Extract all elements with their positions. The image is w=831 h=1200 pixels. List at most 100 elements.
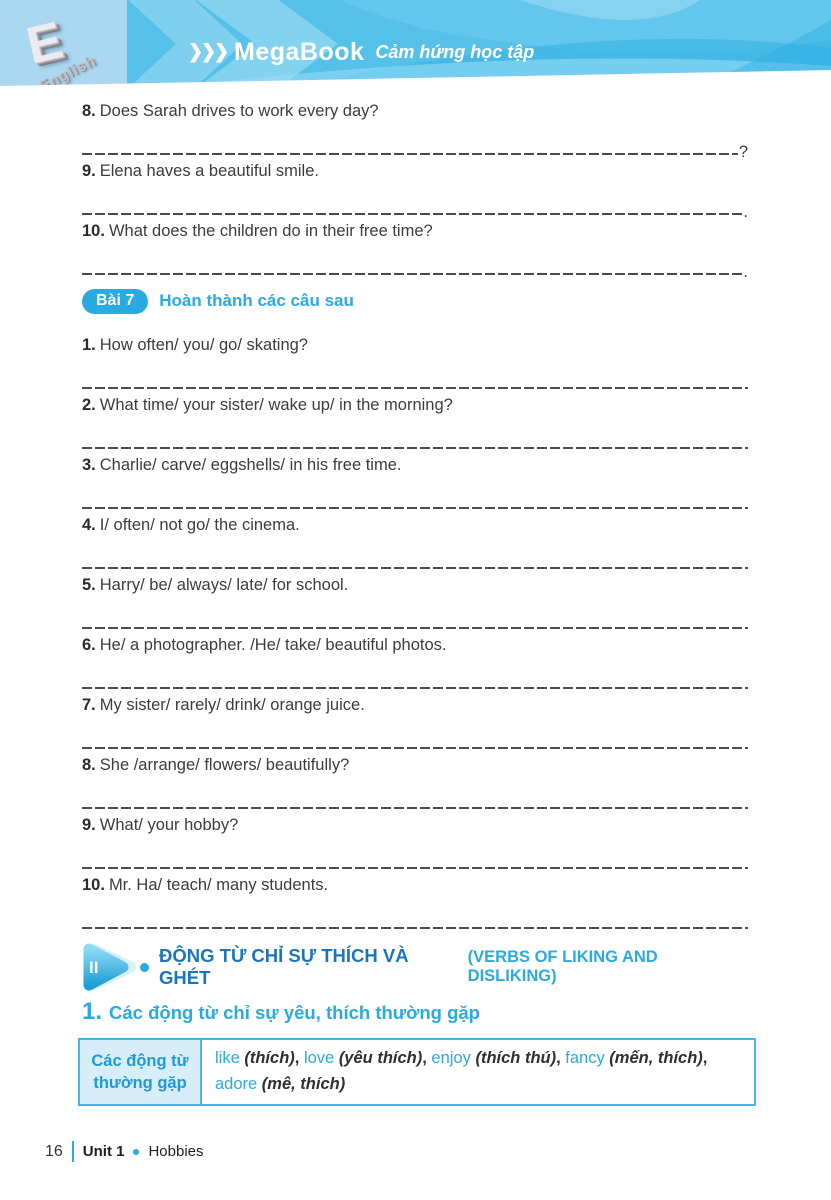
question-number: 2. [82,396,96,414]
question-number: 6. [82,636,96,654]
footer-dot-icon [133,1148,140,1155]
answer-blank-line [82,447,748,449]
bullet-dot-icon [140,962,149,972]
verb-vietnamese: (mến, thích) [609,1049,703,1067]
answer-blank-line [82,747,748,749]
answer-blank [82,732,748,754]
verbs-table-content-cell: like (thích), love (yêu thích), enjoy (t… [202,1040,754,1104]
question-number: 9. [82,816,96,834]
question-number: 10. [82,876,105,894]
verb-vietnamese: (thích thú) [475,1049,557,1067]
question-text: 8. Does Sarah drives to work every day? [82,102,379,120]
question-number: 5. [82,576,96,594]
answer-blank-line [82,273,743,275]
verb-english: fancy [565,1049,605,1067]
section-title: ĐỘNG TỪ CHỈ SỰ THÍCH VÀ GHÉT [159,945,409,988]
answer-blank: . [82,198,748,220]
section-play-icon: II [78,938,140,996]
exercise-item: 9. Elena haves a beautiful smile.. [82,160,748,220]
separator: , [422,1049,432,1067]
brand-logo: MegaBook Cảm hứng học tập [190,38,534,67]
verb-english: like [215,1049,240,1067]
separator: , [702,1049,708,1067]
verb-english: enjoy [431,1049,471,1067]
section-numeral: II [89,958,98,977]
section-2-heading: II ĐỘNG TỪ CHỈ SỰ THÍCH VÀ GHÉT (VERBS O… [78,938,748,996]
question-text: 5. Harry/ be/ always/ late/ for school. [82,576,349,594]
answer-blank-line [82,687,748,689]
question-text: 7. My sister/ rarely/ drink/ orange juice… [82,696,365,714]
separator: , [556,1049,566,1067]
answer-blank-line [82,567,748,569]
exercise-item: 3. Charlie/ carve/ eggshells/ in his free… [82,454,748,514]
subsection-title: Các động từ chỉ sự yêu, thích thường gặp [109,1002,480,1023]
answer-blank: . [82,258,748,280]
exercise-item: 5. Harry/ be/ always/ late/ for school. [82,574,748,634]
question-text: 6. He/ a photographer. /He/ take/ beautif… [82,636,447,654]
exercise-item: 1. How often/ you/ go/ skating? [82,334,748,394]
answer-blank-line [82,387,748,389]
answer-blank [82,612,748,634]
unit-label: Unit 1 [82,1143,125,1160]
question-number: 1. [82,336,96,354]
brand-name: MegaBook [234,38,365,66]
answer-blank-line [82,153,738,155]
question-text: 2. What time/ your sister/ wake up/ in th… [82,396,453,414]
bai7-title: Hoàn thành các câu sau [159,291,354,310]
verbs-table-header-cell: Các động từ thường gặp [80,1040,202,1105]
question-text: 1. How often/ you/ go/ skating? [82,336,308,354]
exercise-item: 2. What time/ your sister/ wake up/ in th… [82,394,748,454]
verb-vietnamese: (thích) [244,1049,295,1067]
exercise-item: 6. He/ a photographer. /He/ take/ beautif… [82,634,748,694]
english-subject-badge: E English [0,0,127,86]
page-header: E English MegaBook Cảm hứng học tập [0,0,831,86]
answer-blank-line [82,867,748,869]
footer-divider [71,1141,74,1162]
answer-blank-line [82,507,748,509]
exercise-item: 4. I/ often/ not go/ the cinema. [82,514,748,574]
answer-blank-line [82,807,748,809]
question-text: 9. What/ your hobby? [82,816,239,834]
brand-chevrons-icon [190,42,227,63]
verb-vietnamese: (yêu thích) [338,1049,423,1067]
question-text: 8. She /arrange/ flowers/ beautifully? [82,756,350,774]
subsection-1-heading: 1. Các động từ chỉ sự yêu, thích thường … [82,998,748,1026]
answer-blank [82,552,748,574]
verbs-table: Các động từ thường gặp like (thích), lov… [78,1038,756,1107]
page-content: 8. Does Sarah drives to work every day?? 9… [0,86,831,1107]
answer-blank [82,792,748,814]
question-number: 8. [82,756,96,774]
verb-vietnamese: (mê, thích) [261,1074,346,1093]
brand-tagline: Cảm hứng học tập [375,42,535,62]
answer-blank [82,852,748,874]
answer-blank [82,492,748,514]
line-end-punctuation: . [743,262,748,281]
answer-blank [82,912,748,934]
answer-blank: ? [82,138,748,160]
exercise-item: 10. Mr. Ha/ teach/ many students. [82,874,748,934]
subsection-number: 1. [82,998,103,1025]
bai7-badge: Bài 7 [82,288,149,314]
separator: , [294,1049,304,1067]
line-end-punctuation: . [743,202,748,221]
answer-blank [82,372,748,394]
question-number: 3. [82,456,96,474]
exercise-item: 10. What does the children do in their fr… [82,220,748,280]
question-text: 4. I/ often/ not go/ the cinema. [82,516,300,534]
page-number: 16 [45,1142,63,1160]
bai7-items: 1. How often/ you/ go/ skating? 2. What tim… [82,334,748,934]
answer-blank-line [82,627,748,629]
bai7-heading: Bài 7 Hoàn thành các câu sau [82,286,748,316]
line-end-punctuation: ? [738,142,748,161]
question-number: 7. [82,696,96,714]
answer-blank [82,432,748,454]
question-text: 3. Charlie/ carve/ eggshells/ in his free… [82,456,402,474]
question-text: 9. Elena haves a beautiful smile. [82,162,319,180]
exercise-item: 9. What/ your hobby? [82,814,748,874]
verb-english: adore [215,1074,258,1093]
section-subtitle: (VERBS OF LIKING AND DISLIKING) [467,948,658,985]
exercise-item: 8. Does Sarah drives to work every day?? [82,100,748,160]
question-number: 9. [82,162,96,180]
question-number: 4. [82,516,96,534]
